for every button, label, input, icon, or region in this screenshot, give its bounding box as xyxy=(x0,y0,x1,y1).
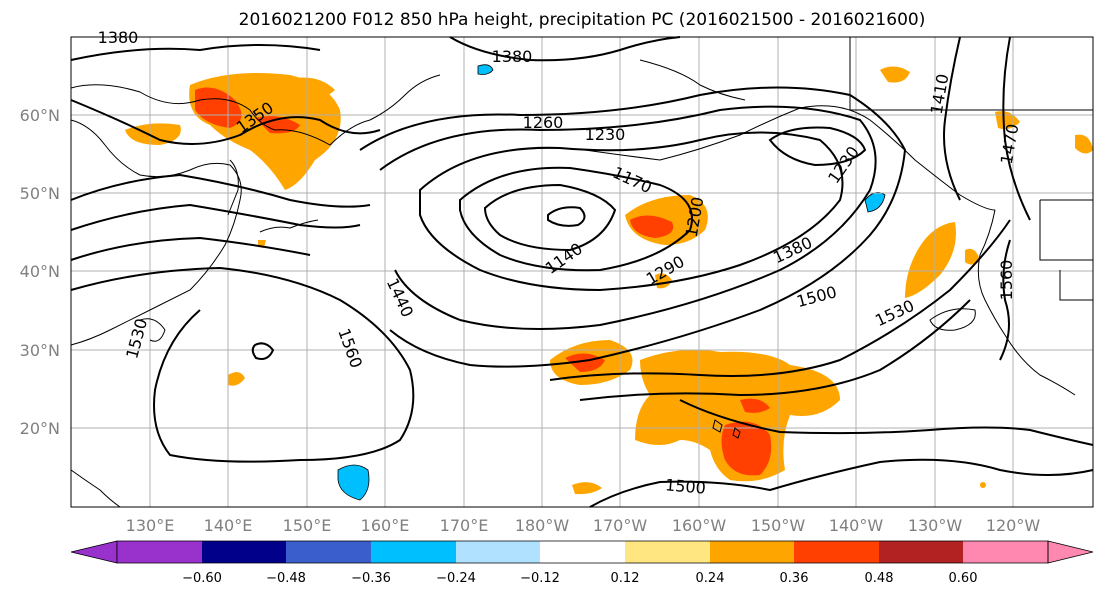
contour-label: 1380 xyxy=(492,47,533,66)
lat-label: 60°N xyxy=(20,106,60,125)
map-panel: 1380 1380 1350 1260 1230 1170 1140 1200 … xyxy=(70,28,1094,508)
lon-label: 130°E xyxy=(126,516,175,535)
colorbar-tick-label: −0.48 xyxy=(266,571,306,586)
lat-label: 30°N xyxy=(20,341,60,360)
colorbar-segment xyxy=(963,541,1048,563)
colorbar-tick-label: 0.12 xyxy=(611,571,640,586)
longitude-labels: 130°E 140°E 150°E 160°E 170°E 180°W 170°… xyxy=(126,516,1041,535)
colorbar-tick-label: 0.60 xyxy=(949,571,978,586)
colorbar-tick-label: 0.48 xyxy=(865,571,894,586)
figure-title: 2016021200 F012 850 hPa height, precipit… xyxy=(239,10,926,30)
lon-label: 120°W xyxy=(986,516,1041,535)
contour-label: 1500 xyxy=(664,475,706,497)
colorbar-tick-label: −0.60 xyxy=(182,571,222,586)
height-contours xyxy=(70,36,1094,508)
colorbar-max-arrow xyxy=(1047,540,1094,564)
negative-shading xyxy=(337,64,886,501)
lon-label: 150°W xyxy=(751,516,806,535)
colorbar-segment xyxy=(371,541,456,563)
colorbar-tick-label: −0.24 xyxy=(436,571,476,586)
colorbar-tick-label: 0.36 xyxy=(780,571,809,586)
lon-label: 150°E xyxy=(283,516,332,535)
colorbar-segment xyxy=(794,541,879,563)
colorbar: −0.60 −0.48 −0.36 −0.24 −0.12 0.12 0.24 … xyxy=(70,540,1094,586)
coastlines xyxy=(70,37,1093,508)
colorbar-segment xyxy=(286,541,371,563)
lon-label: 130°W xyxy=(908,516,963,535)
latitude-labels: 60°N 50°N 40°N 30°N 20°N xyxy=(20,106,60,438)
lon-label: 140°W xyxy=(829,516,884,535)
colorbar-tick-label: 0.24 xyxy=(696,571,725,586)
colorbar-segment xyxy=(625,541,710,563)
colorbar-segment xyxy=(710,541,794,563)
colorbar-tick-label: −0.36 xyxy=(351,571,391,586)
lon-label: 180°W xyxy=(515,516,570,535)
lon-label: 170°W xyxy=(593,516,648,535)
colorbar-segment xyxy=(202,541,286,563)
lat-label: 50°N xyxy=(20,184,60,203)
lon-label: 140°E xyxy=(204,516,253,535)
colorbar-segment xyxy=(879,541,963,563)
colorbar-tick-label: −0.12 xyxy=(520,571,560,586)
contour-label: 1560 xyxy=(997,260,1016,301)
colorbar-segment xyxy=(456,541,540,563)
lon-label: 170°E xyxy=(440,516,489,535)
contour-label: 1230 xyxy=(585,125,626,144)
colorbar-segment xyxy=(117,541,202,563)
lat-label: 20°N xyxy=(20,419,60,438)
lon-label: 160°E xyxy=(361,516,410,535)
lon-label: 160°W xyxy=(672,516,727,535)
colorbar-min-arrow xyxy=(70,540,118,564)
lat-label: 40°N xyxy=(20,262,60,281)
colorbar-segment xyxy=(540,541,625,563)
contour-label: 1260 xyxy=(523,113,564,132)
